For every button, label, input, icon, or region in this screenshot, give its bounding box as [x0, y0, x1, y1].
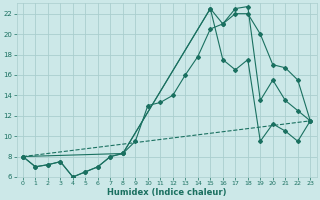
X-axis label: Humidex (Indice chaleur): Humidex (Indice chaleur)	[107, 188, 226, 197]
